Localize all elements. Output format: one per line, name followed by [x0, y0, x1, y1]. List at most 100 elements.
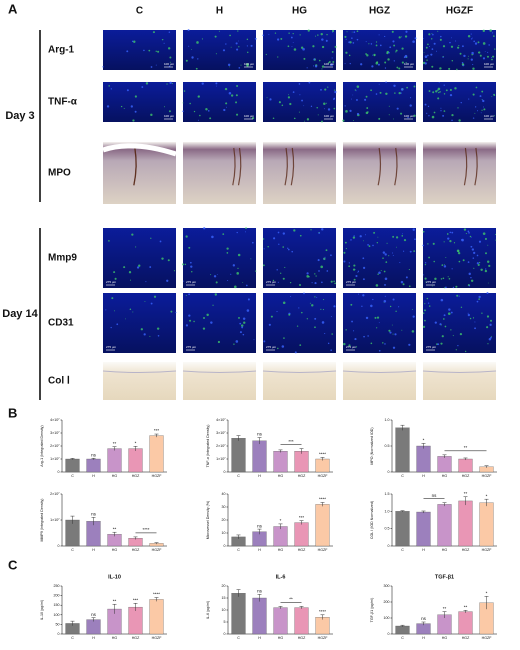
texture	[334, 282, 336, 285]
texture	[443, 241, 445, 243]
texture	[352, 236, 356, 239]
y-tick-label: 20	[222, 518, 226, 522]
texture	[190, 265, 193, 268]
texture	[267, 246, 269, 248]
error-bar	[154, 433, 159, 438]
texture	[384, 343, 386, 345]
texture	[403, 250, 405, 252]
texture	[422, 230, 425, 233]
texture	[443, 84, 445, 86]
texture	[306, 67, 308, 69]
texture	[375, 44, 378, 47]
texture	[424, 62, 427, 65]
texture	[435, 90, 438, 93]
texture	[209, 117, 212, 120]
texture	[212, 304, 214, 306]
texture	[378, 34, 380, 36]
texture	[353, 31, 356, 33]
texture	[306, 318, 308, 320]
error-bar	[112, 603, 117, 614]
significance: ****	[319, 497, 326, 502]
error-bar	[463, 496, 468, 506]
texture	[382, 251, 386, 254]
texture	[443, 265, 447, 268]
texture	[210, 274, 212, 276]
micrograph	[183, 30, 256, 70]
y-tick-label: 1×10⁷	[50, 457, 60, 461]
texture	[166, 279, 169, 282]
texture	[289, 282, 292, 284]
texture	[226, 247, 229, 250]
texture	[350, 239, 352, 241]
texture	[385, 261, 388, 264]
group-label: Day 3	[5, 110, 34, 122]
texture	[327, 108, 331, 111]
texture	[398, 36, 401, 39]
texture	[440, 110, 442, 112]
texture	[366, 107, 369, 109]
scale-bar-label: 100 μm	[244, 62, 255, 66]
texture	[439, 38, 442, 41]
significance: ***	[288, 439, 294, 444]
y-tick-label: 0	[224, 632, 226, 636]
texture	[363, 266, 366, 270]
texture	[141, 86, 144, 88]
texture	[350, 98, 352, 100]
texture	[383, 299, 387, 303]
error-bar	[278, 606, 283, 609]
texture	[484, 237, 487, 240]
micrograph	[343, 30, 416, 70]
texture	[354, 89, 356, 91]
texture	[218, 30, 220, 32]
texture	[230, 46, 232, 48]
texture	[483, 106, 485, 108]
texture	[384, 283, 386, 286]
texture	[236, 48, 239, 51]
texture	[132, 119, 135, 122]
texture	[197, 58, 199, 60]
texture	[370, 43, 373, 45]
y-tick-label: 15	[222, 596, 226, 600]
texture	[449, 88, 452, 91]
scale-bar-label: 275 μm	[426, 345, 437, 349]
texture	[159, 240, 162, 243]
texture	[378, 322, 380, 324]
texture	[372, 298, 374, 301]
texture	[239, 322, 242, 325]
bar	[479, 502, 494, 547]
texture	[303, 57, 306, 60]
texture	[377, 273, 379, 275]
texture	[311, 304, 314, 307]
texture	[458, 119, 461, 122]
scale-bar-label: 275 μm	[266, 345, 277, 349]
texture	[324, 256, 326, 258]
error-bar	[70, 515, 75, 524]
error-bar	[299, 448, 304, 454]
texture	[457, 251, 461, 255]
texture	[482, 42, 486, 45]
texture	[324, 333, 326, 335]
texture	[333, 305, 336, 308]
texture	[489, 323, 492, 326]
x-tick-label: H	[422, 636, 425, 640]
texture	[262, 264, 265, 267]
texture	[455, 285, 458, 288]
texture	[459, 332, 463, 336]
texture	[470, 276, 472, 279]
error-bar	[320, 614, 325, 620]
texture	[451, 37, 452, 39]
error-bar	[257, 594, 262, 602]
texture	[102, 66, 104, 68]
texture	[320, 32, 323, 36]
texture	[227, 280, 229, 282]
texture	[239, 331, 242, 334]
texture	[378, 83, 380, 85]
texture	[491, 335, 492, 337]
texture	[188, 246, 191, 249]
texture	[467, 313, 471, 317]
texture	[433, 111, 436, 114]
texture	[310, 229, 312, 231]
x-tick-label: H	[258, 636, 261, 640]
texture	[133, 147, 137, 186]
texture	[296, 325, 299, 327]
